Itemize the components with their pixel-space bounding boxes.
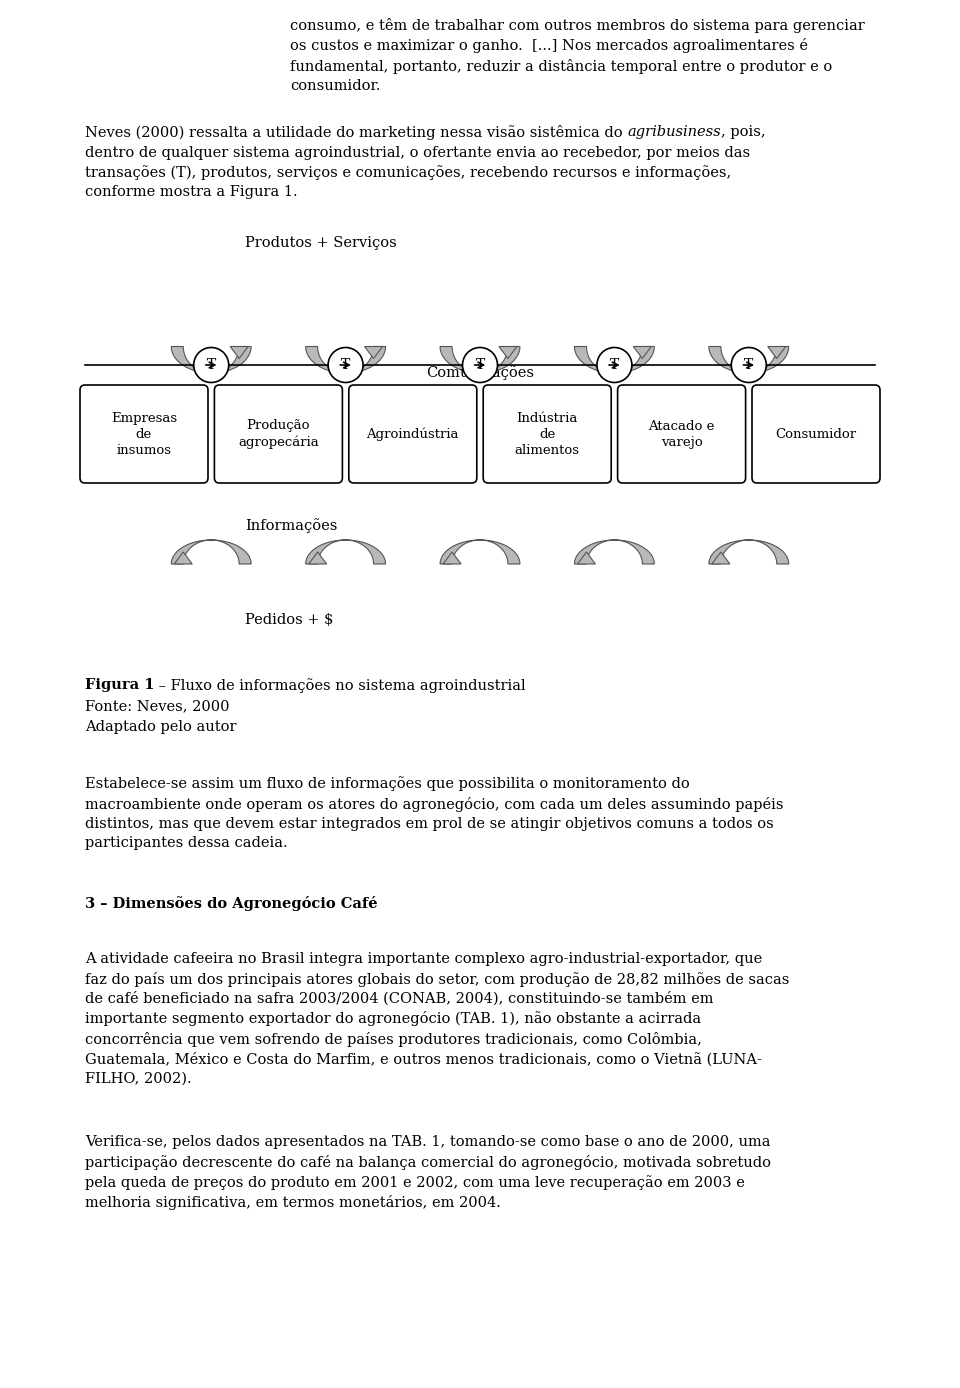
Ellipse shape <box>328 347 363 383</box>
Text: T: T <box>475 358 485 372</box>
Text: Comunicações: Comunicações <box>426 365 534 380</box>
Text: , pois,: , pois, <box>721 125 765 139</box>
Polygon shape <box>708 347 789 373</box>
Polygon shape <box>634 347 651 358</box>
FancyBboxPatch shape <box>483 384 612 483</box>
FancyBboxPatch shape <box>348 384 477 483</box>
Text: Fonte: Neves, 2000: Fonte: Neves, 2000 <box>85 700 229 713</box>
Text: Produção
agropecária: Produção agropecária <box>238 419 319 448</box>
Text: A atividade cafeeira no Brasil integra importante complexo agro-industrial-expor: A atividade cafeeira no Brasil integra i… <box>85 952 789 1085</box>
Text: Informações: Informações <box>245 518 337 533</box>
Polygon shape <box>175 552 192 564</box>
Text: T: T <box>206 358 216 372</box>
Text: Verifica-se, pelos dados apresentados na TAB. 1, tomando-se como base o ano de 2: Verifica-se, pelos dados apresentados na… <box>85 1135 771 1210</box>
Polygon shape <box>578 552 595 564</box>
Text: Atacado e
varejo: Atacado e varejo <box>648 419 715 448</box>
Polygon shape <box>171 347 252 373</box>
Polygon shape <box>499 347 516 358</box>
Text: 3 – Dimensões do Agronegócio Café: 3 – Dimensões do Agronegócio Café <box>85 897 377 911</box>
Text: Indústria
de
alimentos: Indústria de alimentos <box>515 411 580 457</box>
Text: Produtos + Serviços: Produtos + Serviços <box>245 236 396 250</box>
Text: Figura 1: Figura 1 <box>85 677 155 693</box>
Ellipse shape <box>463 347 497 383</box>
Text: Empresas
de
insumos: Empresas de insumos <box>111 411 177 457</box>
Text: dentro de qualquer sistema agroindustrial, o ofertante envia ao recebedor, por m: dentro de qualquer sistema agroindustria… <box>85 146 750 200</box>
Text: T: T <box>341 358 350 372</box>
Polygon shape <box>440 540 520 564</box>
Text: Consumidor: Consumidor <box>776 428 856 440</box>
FancyBboxPatch shape <box>752 384 880 483</box>
Ellipse shape <box>194 347 228 383</box>
Polygon shape <box>365 347 382 358</box>
Polygon shape <box>305 347 386 373</box>
Polygon shape <box>305 540 386 564</box>
FancyBboxPatch shape <box>214 384 343 483</box>
Text: consumo, e têm de trabalhar com outros membros do sistema para gerenciar
os cust: consumo, e têm de trabalhar com outros m… <box>290 18 865 93</box>
Polygon shape <box>708 540 789 564</box>
Text: Neves (2000) ressalta a utilidade do marketing nessa visão sistêmica do: Neves (2000) ressalta a utilidade do mar… <box>85 125 627 140</box>
Ellipse shape <box>732 347 766 383</box>
Polygon shape <box>768 347 785 358</box>
FancyBboxPatch shape <box>80 384 208 483</box>
FancyBboxPatch shape <box>617 384 746 483</box>
Polygon shape <box>574 540 655 564</box>
Text: Agroindústria: Agroindústria <box>367 428 459 441</box>
Polygon shape <box>230 347 248 358</box>
Text: T: T <box>610 358 619 372</box>
Text: Estabelece-se assim um fluxo de informações que possibilita o monitoramento do
m: Estabelece-se assim um fluxo de informaç… <box>85 776 783 849</box>
Polygon shape <box>309 552 326 564</box>
Polygon shape <box>171 540 252 564</box>
Ellipse shape <box>597 347 632 383</box>
Text: agribusiness: agribusiness <box>627 125 721 139</box>
Polygon shape <box>440 347 520 373</box>
Text: T: T <box>744 358 754 372</box>
Polygon shape <box>574 347 655 373</box>
Polygon shape <box>444 552 461 564</box>
Text: Adaptado pelo autor: Adaptado pelo autor <box>85 720 236 734</box>
Text: – Fluxo de informações no sistema agroindustrial: – Fluxo de informações no sistema agroin… <box>155 677 526 693</box>
Text: Pedidos + $: Pedidos + $ <box>245 613 333 627</box>
Polygon shape <box>712 552 730 564</box>
